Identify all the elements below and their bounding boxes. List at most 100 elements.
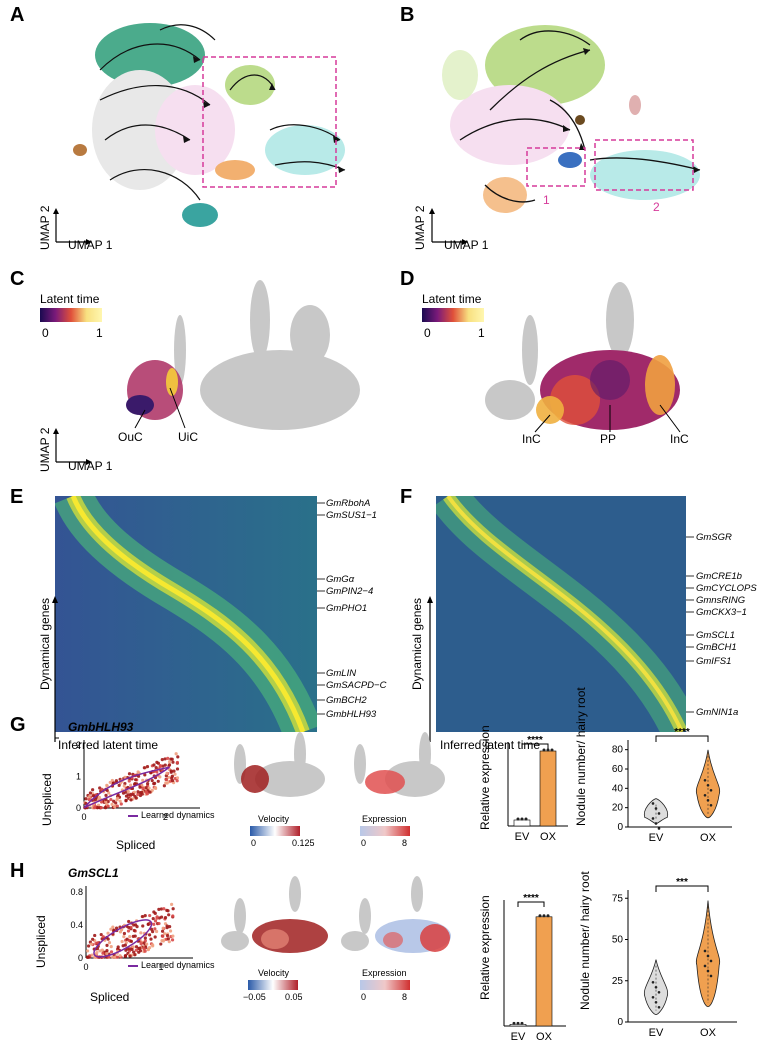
scatter-point	[173, 772, 177, 776]
y-tick-label: 2	[76, 740, 81, 750]
scatter-point	[90, 953, 94, 957]
scatter-point	[118, 799, 122, 803]
scatter-point	[163, 757, 167, 761]
scatter-point	[105, 783, 109, 787]
scatter-point	[99, 932, 103, 937]
scatter-point	[132, 950, 136, 954]
panel-f-gene-label: GmCRE1b	[696, 571, 742, 582]
replicate-point	[546, 914, 550, 918]
panel-d-callout-inc-left: InC	[522, 432, 541, 446]
scatter-point	[118, 930, 123, 934]
violin-point	[703, 778, 707, 782]
panel-c-umap-latent-time	[126, 280, 360, 430]
panel-e-gene-label: GmSUS1−1	[326, 510, 377, 521]
scatter-point	[127, 925, 131, 930]
panel-c-colorbar	[40, 308, 102, 322]
panel-d-colorbar	[422, 308, 484, 322]
scatter-point	[132, 928, 136, 933]
scatter-point	[111, 955, 115, 959]
scatter-point	[153, 935, 157, 939]
violin-point	[654, 822, 658, 825]
scatter-point	[171, 934, 175, 938]
y-tick-label: 0	[617, 822, 623, 833]
violin-point	[706, 954, 710, 958]
panel-g-velocity-umap	[234, 732, 325, 797]
panel-h-nod-ylabel: Nodule number/ hairy root	[578, 871, 592, 1010]
scatter-point	[133, 953, 137, 957]
bar-ev	[513, 819, 531, 827]
x-tick-label: OX	[540, 831, 557, 843]
scatter-point	[145, 764, 150, 769]
panel-g-expression-colorbar	[360, 826, 410, 836]
scatter-point	[88, 791, 93, 795]
scatter-point	[91, 788, 95, 792]
x-tick-label: OX	[700, 1027, 717, 1039]
violin-point	[706, 969, 710, 973]
panel-e-xlabel: Inferred latent time	[58, 738, 159, 752]
scatter-point	[175, 767, 180, 771]
panel-h-phase-scatter: 0 1 0 0.4 0.8	[70, 886, 193, 972]
violin-point	[706, 783, 710, 787]
scatter-point	[129, 798, 133, 802]
panel-letter-a: A	[10, 4, 25, 26]
scatter-point	[176, 755, 180, 759]
scatter-point	[168, 929, 173, 933]
y-tick-label: 0.4	[70, 920, 83, 930]
panel-g-velocity-min: 0	[251, 838, 257, 848]
scatter-point	[113, 955, 117, 959]
panel-g-phase-scatter: 0 2 0 1 2	[76, 740, 200, 822]
scatter-point	[171, 907, 175, 911]
panel-letter-f: F	[400, 486, 413, 508]
replicate-point	[542, 914, 546, 918]
panel-f-gene-label: GmCKX3−1	[696, 607, 747, 618]
scatter-point	[167, 760, 172, 764]
scatter-point	[144, 790, 149, 794]
replicate-point	[520, 817, 524, 821]
panel-h-expression-colorbar	[360, 980, 410, 990]
panel-h-velocity-colorbar	[248, 980, 298, 990]
scatter-point	[155, 916, 159, 920]
scatter-point	[123, 954, 128, 958]
scatter-point	[161, 934, 165, 938]
scatter-point	[133, 934, 137, 938]
scatter-point	[121, 944, 125, 948]
panel-a-xlabel: UMAP 1	[68, 238, 113, 252]
violin-point	[654, 986, 658, 989]
scatter-point	[146, 782, 150, 786]
panel-f-xlabel: Inferred latent time	[440, 738, 541, 752]
panel-h-velocity-min: −0.05	[243, 992, 266, 1002]
scatter-point	[143, 773, 147, 777]
panel-c-ylabel: UMAP 2	[38, 427, 52, 472]
scatter-point	[109, 945, 113, 949]
panel-d-legend-min: 0	[424, 326, 431, 340]
scatter-point	[167, 940, 171, 944]
panel-h-xlabel: Spliced	[90, 990, 130, 1004]
panel-c-callout-uic: UiC	[178, 430, 198, 444]
scatter-point	[87, 798, 91, 802]
scatter-point	[106, 804, 110, 808]
scatter-point	[121, 791, 126, 795]
scatter-point	[147, 933, 152, 937]
scatter-point	[100, 948, 104, 952]
scatter-point	[138, 946, 142, 950]
scatter-point	[165, 771, 169, 775]
scatter-point	[103, 805, 107, 810]
scatter-point	[166, 937, 170, 941]
panel-c-xlabel: UMAP 1	[68, 459, 113, 473]
violin-point	[651, 996, 655, 999]
panel-letter-d: D	[400, 268, 415, 290]
panel-e-x-arrow	[55, 737, 59, 739]
scatter-point	[117, 783, 121, 788]
panel-h-velocity-umap	[221, 876, 328, 953]
legend-line-icon	[128, 964, 138, 967]
bar-ox	[535, 916, 553, 1027]
scatter-point	[156, 779, 160, 783]
replicate-point	[516, 1021, 520, 1025]
scatter-point	[153, 927, 157, 931]
panel-letter-b: B	[400, 4, 415, 26]
scatter-point	[95, 941, 100, 945]
panel-b-box-1-label: 1	[543, 193, 550, 207]
scatter-point	[151, 943, 155, 947]
scatter-point	[170, 902, 174, 906]
scatter-point	[109, 950, 114, 954]
